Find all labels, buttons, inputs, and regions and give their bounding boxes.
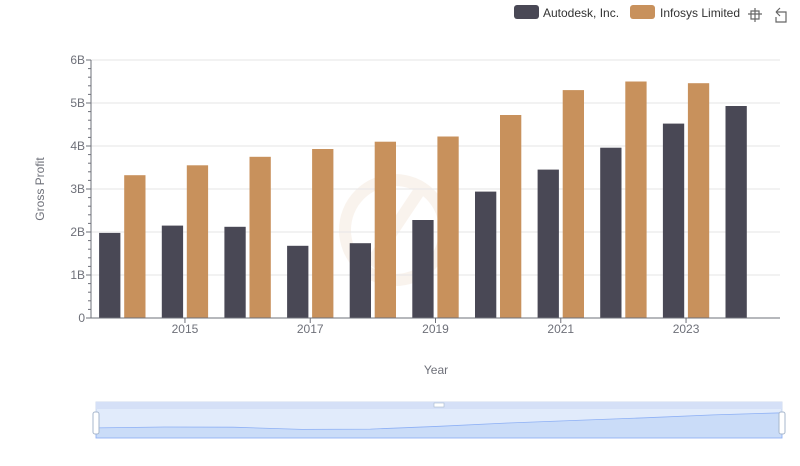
- data-zoom-handle-left[interactable]: [92, 411, 100, 435]
- y-tick-label: 1B: [70, 268, 85, 282]
- x-axis-title: Year: [424, 363, 448, 377]
- data-zoom-handle-right[interactable]: [778, 411, 786, 435]
- y-axis-tick-labels: 0 1B 2B 3B 4B 5B 6B: [70, 53, 85, 325]
- bar-infosys-2015[interactable]: [186, 165, 209, 318]
- bar-autodesk-2022[interactable]: [600, 147, 622, 318]
- bar-autodesk-2024[interactable]: [725, 106, 747, 318]
- y-tick-label: 6B: [70, 53, 85, 67]
- legend-item-autodesk[interactable]: Autodesk, Inc.: [514, 5, 619, 20]
- y-axis-minor-ticks: [86, 59, 92, 319]
- data-zoom-move-handle[interactable]: [433, 402, 445, 408]
- y-tick-label: 3B: [70, 182, 85, 196]
- bar-infosys-2022[interactable]: [625, 81, 647, 319]
- bar-autodesk-2014[interactable]: [99, 232, 121, 318]
- bar-autodesk-2018[interactable]: [349, 243, 371, 318]
- y-tick-label: 0: [78, 311, 85, 325]
- bar-infosys-2020[interactable]: [500, 115, 522, 318]
- legend: Autodesk, Inc. Infosys Limited: [514, 5, 740, 20]
- x-tick-label: 2019: [422, 322, 449, 336]
- legend-label: Infosys Limited: [660, 6, 740, 20]
- x-axis: 2015 2017 2019 2021 2023: [91, 317, 780, 336]
- x-tick-label: 2021: [547, 322, 574, 336]
- bar-infosys-2017[interactable]: [312, 149, 334, 318]
- bar-autodesk-2017[interactable]: [287, 245, 309, 318]
- bar-infosys-2016[interactable]: [249, 156, 271, 319]
- legend-label: Autodesk, Inc.: [543, 6, 619, 20]
- bar-infosys-2018[interactable]: [374, 141, 396, 318]
- bar-infosys-2019[interactable]: [437, 136, 459, 319]
- y-tick-label: 5B: [70, 96, 85, 110]
- zoom-icon[interactable]: [748, 8, 762, 22]
- bar-autodesk-2023[interactable]: [662, 123, 685, 318]
- bar-infosys-2021[interactable]: [562, 90, 584, 318]
- bar-autodesk-2021[interactable]: [537, 169, 559, 318]
- x-tick-label: 2023: [673, 322, 700, 336]
- bar-autodesk-2015[interactable]: [161, 225, 184, 318]
- legend-item-infosys[interactable]: Infosys Limited: [630, 5, 740, 20]
- y-tick-label: 2B: [70, 225, 85, 239]
- legend-swatch: [630, 5, 655, 19]
- restore-icon[interactable]: [775, 7, 787, 23]
- bar-autodesk-2016[interactable]: [224, 226, 246, 318]
- y-tick-label: 4B: [70, 139, 85, 153]
- x-tick-label: 2017: [297, 322, 324, 336]
- bar-autodesk-2019[interactable]: [412, 220, 434, 318]
- legend-swatch: [514, 5, 539, 19]
- bars: [99, 81, 747, 319]
- bar-infosys-2014[interactable]: [124, 175, 146, 318]
- bar-infosys-2023[interactable]: [687, 83, 710, 318]
- x-tick-label: 2015: [172, 322, 199, 336]
- bar-autodesk-2020[interactable]: [475, 191, 497, 318]
- y-axis-title: Gross Profit: [33, 157, 47, 221]
- data-zoom-slider[interactable]: [92, 401, 786, 439]
